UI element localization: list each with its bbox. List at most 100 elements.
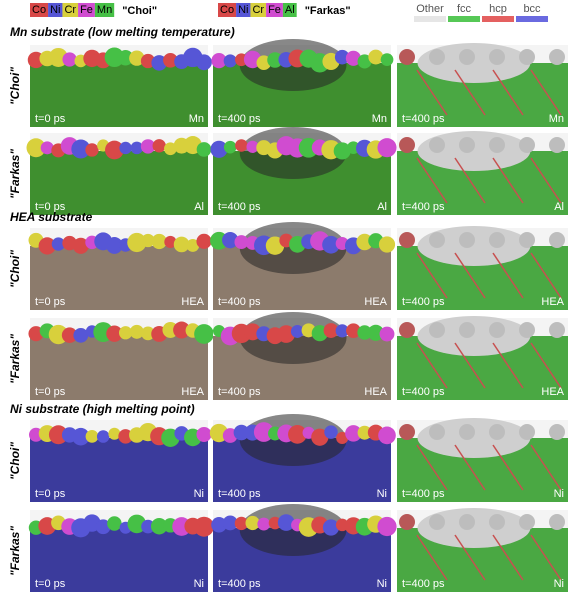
time-label: t=0 ps xyxy=(35,386,66,398)
time-label: t=400 ps xyxy=(218,578,261,590)
substrate-label: Ni xyxy=(554,578,564,590)
panel: t=0 psNi xyxy=(29,420,212,502)
substrate-label: Ni xyxy=(194,488,204,500)
cluster-atom xyxy=(196,54,212,70)
surface-atom xyxy=(549,49,565,65)
surface-atom xyxy=(489,232,505,248)
surface-atom xyxy=(549,424,565,440)
panel: t=400 psHEA xyxy=(213,312,394,400)
surface-atom xyxy=(429,424,445,440)
legend-structure-swatch xyxy=(448,16,480,22)
cluster-atom xyxy=(85,143,98,156)
legend-structure-swatch xyxy=(516,16,548,22)
surface-atom xyxy=(489,49,505,65)
legend-structure: bcc xyxy=(523,3,541,15)
legend-label: "Choi" xyxy=(122,5,157,17)
panel: t=0 psAl xyxy=(27,133,212,215)
legend-element: Mn xyxy=(97,4,112,16)
panel: t=400 ps Ni xyxy=(211,504,396,592)
time-label: t=400 ps xyxy=(402,113,445,125)
substrate-label: Ni xyxy=(377,578,387,590)
surface-atom xyxy=(519,137,535,153)
legend-element: Al xyxy=(285,4,295,16)
legend-element: Ni xyxy=(50,4,60,16)
cluster-atom xyxy=(368,50,383,65)
cluster-atom xyxy=(197,142,212,157)
time-label: t=0 ps xyxy=(35,578,66,590)
cluster-atom xyxy=(107,516,121,530)
time-label: t=400 ps xyxy=(218,201,261,213)
legend-structure: Other xyxy=(416,3,444,15)
cluster-atom xyxy=(377,138,396,157)
panel: t=400 psHEA xyxy=(210,222,395,310)
surface-atom xyxy=(399,424,415,440)
cluster-atom xyxy=(153,139,166,152)
legend-structure-swatch xyxy=(414,16,446,22)
panel: t=0 ps Ni xyxy=(29,510,214,592)
panel: t=0 psHEA xyxy=(28,318,213,400)
substrate-label: Al xyxy=(194,201,204,213)
substrate-label: Mn xyxy=(549,113,564,125)
cluster-atom xyxy=(324,425,337,438)
panel: t=400 ps Al xyxy=(210,127,396,215)
legend-label: "Farkas" xyxy=(305,5,351,17)
time-label: t=400 ps xyxy=(218,488,261,500)
surface-atom xyxy=(459,49,475,65)
surface-atom xyxy=(519,514,535,530)
row-label: "Choi" xyxy=(8,250,22,288)
surface-atom xyxy=(549,322,565,338)
legend-structure: fcc xyxy=(457,3,472,15)
surface-atom xyxy=(489,514,505,530)
substrate-label: Ni xyxy=(377,488,387,500)
panel: t=400 ps Ni xyxy=(210,414,396,502)
time-label: t=400 ps xyxy=(402,386,445,398)
legend-element: Cr xyxy=(252,4,264,16)
substrate-label: Al xyxy=(377,201,387,213)
legend-element: Co xyxy=(32,4,46,16)
substrate-label: Mn xyxy=(189,113,204,125)
time-label: t=0 ps xyxy=(35,296,66,308)
cluster-atom xyxy=(86,430,99,443)
substrate-label: Ni xyxy=(554,488,564,500)
section-title: Mn substrate (low melting temperature) xyxy=(10,25,235,39)
cluster-atom xyxy=(196,427,211,442)
cluster-atom xyxy=(62,52,76,66)
surface-atom xyxy=(489,137,505,153)
surface-atom xyxy=(549,232,565,248)
time-label: t=400 ps xyxy=(402,488,445,500)
surface-atom xyxy=(429,137,445,153)
surface-atom xyxy=(489,322,505,338)
section-title: Ni substrate (high melting point) xyxy=(10,402,195,416)
cluster-atom xyxy=(224,54,237,67)
legend-element: Fe xyxy=(268,4,281,16)
substrate-label: Ni xyxy=(194,578,204,590)
legend-structure: hcp xyxy=(489,3,507,15)
surface-atom xyxy=(399,322,415,338)
cluster-atom xyxy=(194,324,214,344)
substrate-label: HEA xyxy=(364,386,387,398)
panel: t=400 psMn xyxy=(211,39,393,127)
surface-atom xyxy=(459,137,475,153)
panel: t=400 psHEA xyxy=(397,226,568,310)
panel: t=400 ps Ni xyxy=(397,418,568,502)
surface-atom xyxy=(429,49,445,65)
surface-atom xyxy=(519,322,535,338)
legend-element: Fe xyxy=(80,4,93,16)
legend-element: Co xyxy=(220,4,234,16)
figure: CoNiCrFeMn"Choi"CoNiCrFeAl"Farkas"Otherf… xyxy=(0,0,569,594)
time-label: t=400 ps xyxy=(402,296,445,308)
cluster-atom xyxy=(257,518,270,531)
legend-structure-swatch xyxy=(482,16,514,22)
row-label: "Choi" xyxy=(8,442,22,480)
surface-atom xyxy=(459,322,475,338)
surface-atom xyxy=(399,232,415,248)
surface-atom xyxy=(429,514,445,530)
surface-atom xyxy=(519,232,535,248)
surface-atom xyxy=(459,514,475,530)
time-label: t=400 ps xyxy=(402,201,445,213)
surface-atom xyxy=(429,322,445,338)
cluster-atom xyxy=(377,517,396,536)
